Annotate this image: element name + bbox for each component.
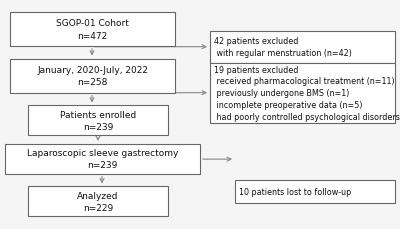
Text: Patients enrolled
n=239: Patients enrolled n=239 bbox=[60, 110, 136, 132]
Text: 10 patients lost to follow-up: 10 patients lost to follow-up bbox=[239, 187, 351, 196]
Bar bbox=[10, 59, 175, 93]
Text: 19 patients excluded
 received pharmacological treatment (n=11)
 previously unde: 19 patients excluded received pharmacolo… bbox=[214, 65, 400, 121]
Bar bbox=[210, 31, 395, 64]
Text: Laparoscopic sleeve gastrectomy
n=239: Laparoscopic sleeve gastrectomy n=239 bbox=[27, 148, 178, 170]
Text: 42 patients excluded
 with regular menstruation (n=42): 42 patients excluded with regular menstr… bbox=[214, 37, 352, 58]
Bar bbox=[28, 106, 168, 136]
Bar bbox=[210, 64, 395, 123]
Bar bbox=[5, 144, 200, 174]
Bar bbox=[235, 180, 395, 204]
Bar bbox=[28, 187, 168, 216]
Text: SGOP-01 Cohort
n=472: SGOP-01 Cohort n=472 bbox=[56, 19, 129, 40]
Text: January, 2020-July, 2022
n=258: January, 2020-July, 2022 n=258 bbox=[37, 66, 148, 87]
Bar bbox=[10, 13, 175, 47]
Text: Analyzed
n=229: Analyzed n=229 bbox=[77, 191, 119, 212]
